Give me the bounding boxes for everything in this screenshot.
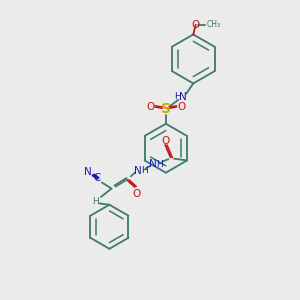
Text: O: O — [146, 102, 154, 112]
Text: H: H — [141, 166, 148, 175]
Text: N: N — [134, 166, 142, 176]
Text: C: C — [94, 173, 101, 183]
Text: O: O — [177, 102, 185, 112]
Text: H: H — [92, 197, 99, 206]
Text: N: N — [84, 167, 92, 177]
Text: O: O — [191, 20, 200, 30]
Text: O: O — [133, 189, 141, 199]
Text: N: N — [149, 159, 157, 169]
Text: H: H — [174, 92, 181, 101]
Text: S: S — [161, 102, 171, 116]
Text: N: N — [179, 92, 187, 102]
Text: O: O — [161, 136, 170, 146]
Text: H: H — [156, 160, 163, 169]
Text: CH₃: CH₃ — [207, 20, 221, 29]
